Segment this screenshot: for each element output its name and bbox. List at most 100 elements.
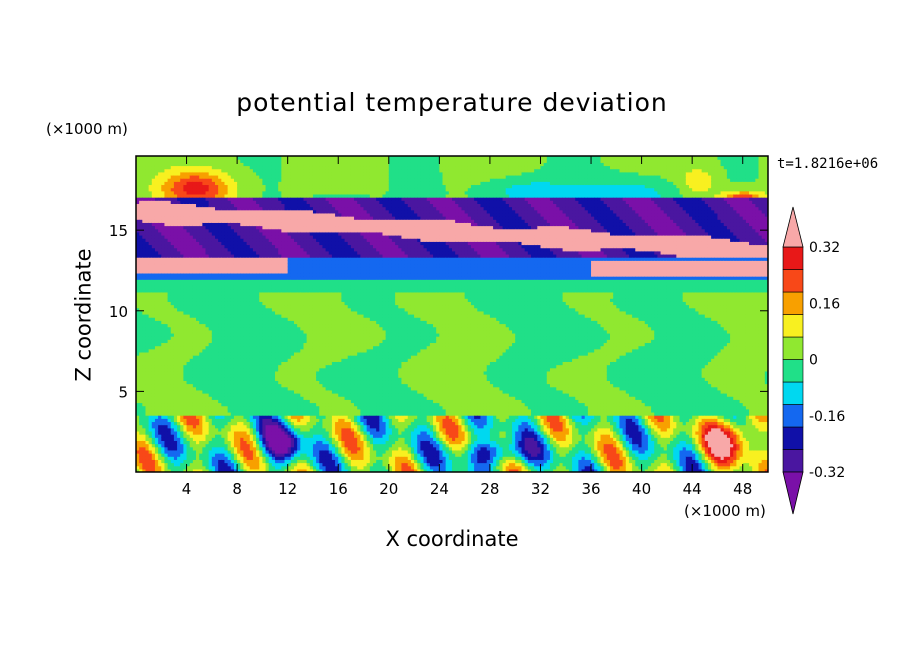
field-cell xyxy=(211,222,216,227)
field-cell xyxy=(199,399,203,404)
field-cell xyxy=(211,209,216,214)
field-cell xyxy=(211,418,216,423)
field-cell xyxy=(221,459,226,464)
field-cell xyxy=(218,225,222,230)
field-cell xyxy=(158,332,162,337)
field-cell xyxy=(211,393,216,397)
field-cell xyxy=(148,216,153,220)
field-cell xyxy=(189,446,194,451)
field-cell xyxy=(240,238,245,242)
field-cell xyxy=(158,244,162,249)
field-cell xyxy=(240,402,245,407)
field-cell xyxy=(180,411,184,416)
field-cell xyxy=(183,317,188,321)
field-cell xyxy=(192,367,197,372)
field-cell xyxy=(189,285,194,290)
field-cell xyxy=(196,377,200,381)
field-cell xyxy=(180,263,184,268)
field-cell xyxy=(154,206,159,211)
field-cell xyxy=(158,222,162,227)
field-cell xyxy=(148,171,153,176)
field-cell xyxy=(218,295,222,299)
field-cell xyxy=(151,383,156,388)
field-cell xyxy=(158,383,162,388)
field-cell xyxy=(230,285,235,290)
field-cell xyxy=(218,317,222,321)
field-cell xyxy=(151,386,156,391)
field-cell xyxy=(164,269,169,274)
field-cell xyxy=(205,197,210,201)
field-cell xyxy=(167,260,172,265)
field-cell xyxy=(227,197,232,201)
field-cell xyxy=(202,291,207,296)
field-cell xyxy=(221,295,226,299)
field-cell xyxy=(136,320,140,325)
field-cell xyxy=(240,174,245,179)
field-cell xyxy=(233,266,238,271)
field-cell xyxy=(230,332,235,337)
field-cell xyxy=(192,329,197,334)
field-cell xyxy=(227,276,232,280)
field-cell xyxy=(196,250,200,255)
field-cell xyxy=(230,446,235,451)
field-cell xyxy=(243,326,248,331)
field-cell xyxy=(164,446,169,451)
field-cell xyxy=(199,295,203,299)
field-cell xyxy=(180,405,184,410)
field-cell xyxy=(211,326,216,331)
field-cell xyxy=(161,323,166,328)
field-cell xyxy=(164,219,169,223)
field-cell xyxy=(240,317,245,321)
field-cell xyxy=(145,408,150,413)
field-cell xyxy=(218,386,222,391)
field-cell xyxy=(196,339,200,344)
field-cell xyxy=(196,348,200,353)
field-cell xyxy=(139,222,143,227)
field-cell xyxy=(180,310,184,315)
field-cell xyxy=(154,212,159,217)
field-cell xyxy=(218,206,222,211)
field-cell xyxy=(170,219,175,223)
field-cell xyxy=(183,332,188,337)
field-cell xyxy=(189,159,194,163)
field-cell xyxy=(167,269,172,274)
field-cell xyxy=(186,418,191,423)
field-cell xyxy=(224,165,229,170)
field-cell xyxy=(221,430,226,435)
field-cell xyxy=(148,269,153,274)
field-cell xyxy=(218,288,222,293)
field-cell xyxy=(180,193,184,198)
field-cell xyxy=(224,279,229,283)
field-cell xyxy=(233,250,238,255)
field-cell xyxy=(240,193,245,198)
field-cell xyxy=(189,244,194,249)
field-cell xyxy=(196,408,200,413)
field-cell xyxy=(199,389,203,394)
field-cell xyxy=(221,168,226,173)
field-cell xyxy=(221,462,226,467)
field-cell xyxy=(233,468,238,472)
field-cell xyxy=(161,326,166,331)
field-cell xyxy=(202,244,207,249)
field-cell xyxy=(202,222,207,227)
field-cell xyxy=(164,260,169,265)
field-cell xyxy=(246,304,251,309)
field-cell xyxy=(208,342,213,347)
field-cell xyxy=(196,449,200,454)
field-cell xyxy=(243,427,248,432)
field-cell xyxy=(233,434,238,438)
field-cell xyxy=(161,380,166,385)
field-cell xyxy=(145,200,150,204)
field-cell xyxy=(202,165,207,170)
field-cell xyxy=(161,244,166,249)
field-cell xyxy=(233,345,238,350)
field-cell xyxy=(136,197,140,201)
field-cell xyxy=(154,408,159,413)
field-cell xyxy=(230,219,235,223)
field-cell xyxy=(189,184,194,189)
field-cell xyxy=(230,279,235,283)
field-cell xyxy=(243,222,248,227)
field-cell xyxy=(167,370,172,375)
field-cell xyxy=(189,336,194,340)
field-cell xyxy=(246,393,251,397)
